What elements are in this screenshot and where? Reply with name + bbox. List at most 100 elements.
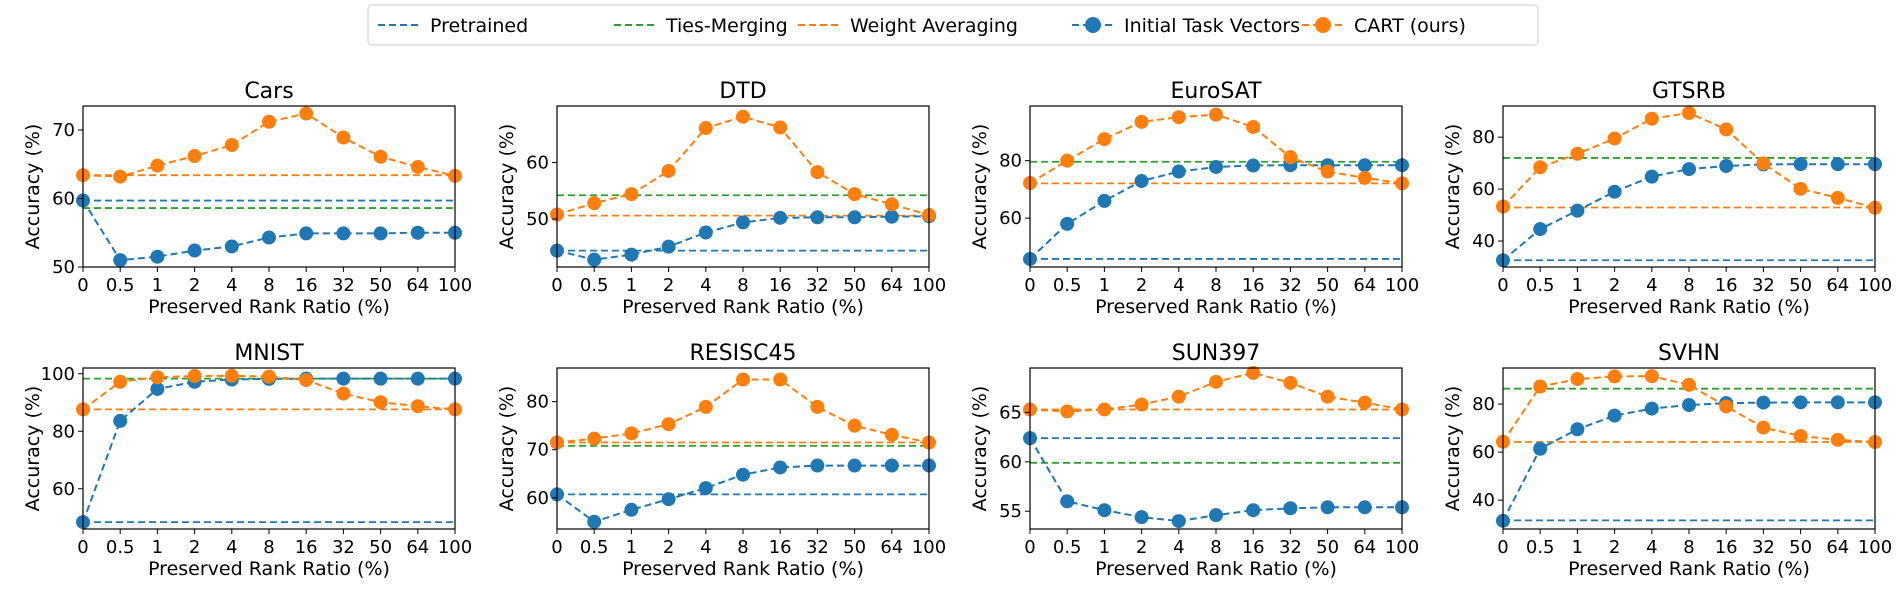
cart-point	[1719, 399, 1734, 414]
y-axis-label: Accuracy (%)	[22, 124, 44, 250]
cart-point	[1134, 397, 1149, 412]
subplot-sun397: SUN397 0 0.5 1 2 4 8 16 32 50 64 100 55 60 65 Preserved…	[969, 341, 1419, 580]
initial-task-vectors-point	[1171, 514, 1186, 529]
initial-task-vectors-point	[736, 215, 750, 230]
x-tick-label: 100	[438, 537, 472, 558]
cart-point	[410, 399, 425, 414]
cart-point	[1209, 107, 1223, 122]
x-tick-label: 1	[626, 537, 637, 558]
axes-frame	[1502, 105, 1876, 268]
x-tick-label: 8	[1210, 275, 1221, 296]
initial-task-vectors-point	[1793, 157, 1808, 172]
x-tick-label: 4	[1173, 275, 1184, 296]
cart-point	[113, 169, 128, 184]
subplot-svhn: SVHN 0 0.5 1 2 4 8 16 32 50 64 100 40 60 80 Preserved R…	[1442, 341, 1892, 580]
x-tick-label: 1	[152, 275, 163, 296]
x-tick-label: 2	[663, 537, 674, 558]
x-tick-label: 100	[912, 275, 946, 296]
y-tick-label: 70	[526, 440, 549, 461]
x-tick-label: 32	[806, 537, 829, 558]
initial-task-vectors-point	[624, 502, 639, 517]
initial-task-vectors-point	[624, 247, 639, 262]
initial-task-vectors-point	[810, 458, 825, 473]
initial-task-vectors-point	[187, 243, 202, 258]
x-axis-label: Preserved Rank Ratio (%)	[1095, 558, 1337, 580]
y-tick-label: 60	[526, 488, 549, 509]
cart-point	[1570, 372, 1585, 387]
cart-point	[624, 426, 639, 441]
legend-label: Ties-Merging	[665, 15, 788, 37]
cart-point	[373, 395, 388, 410]
x-tick-label: 2	[1609, 537, 1620, 558]
initial-task-vectors-point	[1320, 500, 1335, 515]
x-axis-label: Preserved Rank Ratio (%)	[622, 558, 864, 580]
x-tick-label: 32	[1752, 537, 1775, 558]
x-axis-label: Preserved Rank Ratio (%)	[622, 296, 864, 318]
cart-point	[336, 130, 351, 145]
legend-entry-pretrained: Pretrained	[378, 15, 528, 37]
x-tick-label: 50	[369, 275, 392, 296]
x-tick-label: 0	[1497, 275, 1508, 296]
initial-task-vectors-point	[773, 210, 788, 225]
x-tick-label: 4	[1646, 275, 1657, 296]
x-tick-label: 100	[438, 275, 472, 296]
x-tick-label: 8	[1683, 537, 1694, 558]
initial-task-vectors-point	[1570, 203, 1585, 218]
cart-point	[1644, 111, 1659, 126]
x-tick-label: 0.5	[1053, 537, 1082, 558]
axes-frame	[82, 367, 456, 530]
legend-label: Weight Averaging	[850, 15, 1018, 37]
x-tick-label: 2	[189, 537, 200, 558]
x-tick-label: 0	[551, 275, 562, 296]
cart-series-line	[556, 378, 930, 444]
legend-label: Pretrained	[430, 15, 528, 37]
x-tick-label: 50	[1789, 275, 1812, 296]
x-tick-label: 2	[1609, 275, 1620, 296]
x-tick-label: 64	[1826, 537, 1849, 558]
x-tick-label: 8	[1210, 537, 1221, 558]
x-tick-label: 0.5	[580, 275, 609, 296]
initial-task-vectors-point	[1209, 508, 1223, 523]
cart-point	[736, 372, 750, 387]
cart-point	[150, 158, 165, 173]
initial-task-vectors-point	[884, 458, 899, 473]
cart-point	[698, 121, 713, 136]
cart-point	[587, 431, 602, 446]
x-tick-label: 32	[332, 275, 355, 296]
cart-point	[884, 197, 899, 212]
initial-task-vectors-point	[410, 371, 425, 386]
cart-point	[1607, 369, 1622, 384]
cart-point	[847, 418, 862, 433]
initial-task-vectors-point	[1357, 158, 1372, 173]
initial-task-vectors-point	[1533, 441, 1548, 456]
initial-task-vectors-point	[1171, 164, 1186, 179]
cart-point	[1756, 156, 1771, 171]
x-tick-label: 32	[1279, 537, 1302, 558]
initial-task-vectors-point	[847, 458, 862, 473]
initial-task-vectors-point	[150, 381, 165, 396]
x-tick-label: 1	[626, 275, 637, 296]
initial-task-vectors-point	[661, 239, 676, 254]
y-tick-label: 40	[1472, 231, 1495, 252]
x-tick-label: 50	[1316, 537, 1339, 558]
x-axis-label: Preserved Rank Ratio (%)	[148, 558, 390, 580]
initial-task-vectors-point	[373, 226, 388, 241]
initial-task-vectors-series-line	[1029, 164, 1402, 260]
cart-point	[736, 109, 750, 124]
x-tick-label: 4	[226, 275, 237, 296]
cart-series-line	[1502, 375, 1876, 443]
y-tick-label: 60	[999, 452, 1022, 473]
cart-point	[410, 159, 425, 174]
y-tick-label: 65	[999, 402, 1022, 423]
y-tick-label: 100	[41, 364, 75, 385]
cart-point	[224, 138, 239, 153]
cart-series-line	[82, 374, 456, 411]
initial-task-vectors-series-line	[82, 199, 455, 262]
initial-task-vectors-point	[1830, 157, 1845, 172]
cart-point	[1682, 106, 1696, 121]
initial-task-vectors-point	[1793, 395, 1808, 410]
x-tick-label: 32	[806, 275, 829, 296]
x-tick-label: 0.5	[106, 537, 135, 558]
x-tick-label: 100	[912, 537, 946, 558]
